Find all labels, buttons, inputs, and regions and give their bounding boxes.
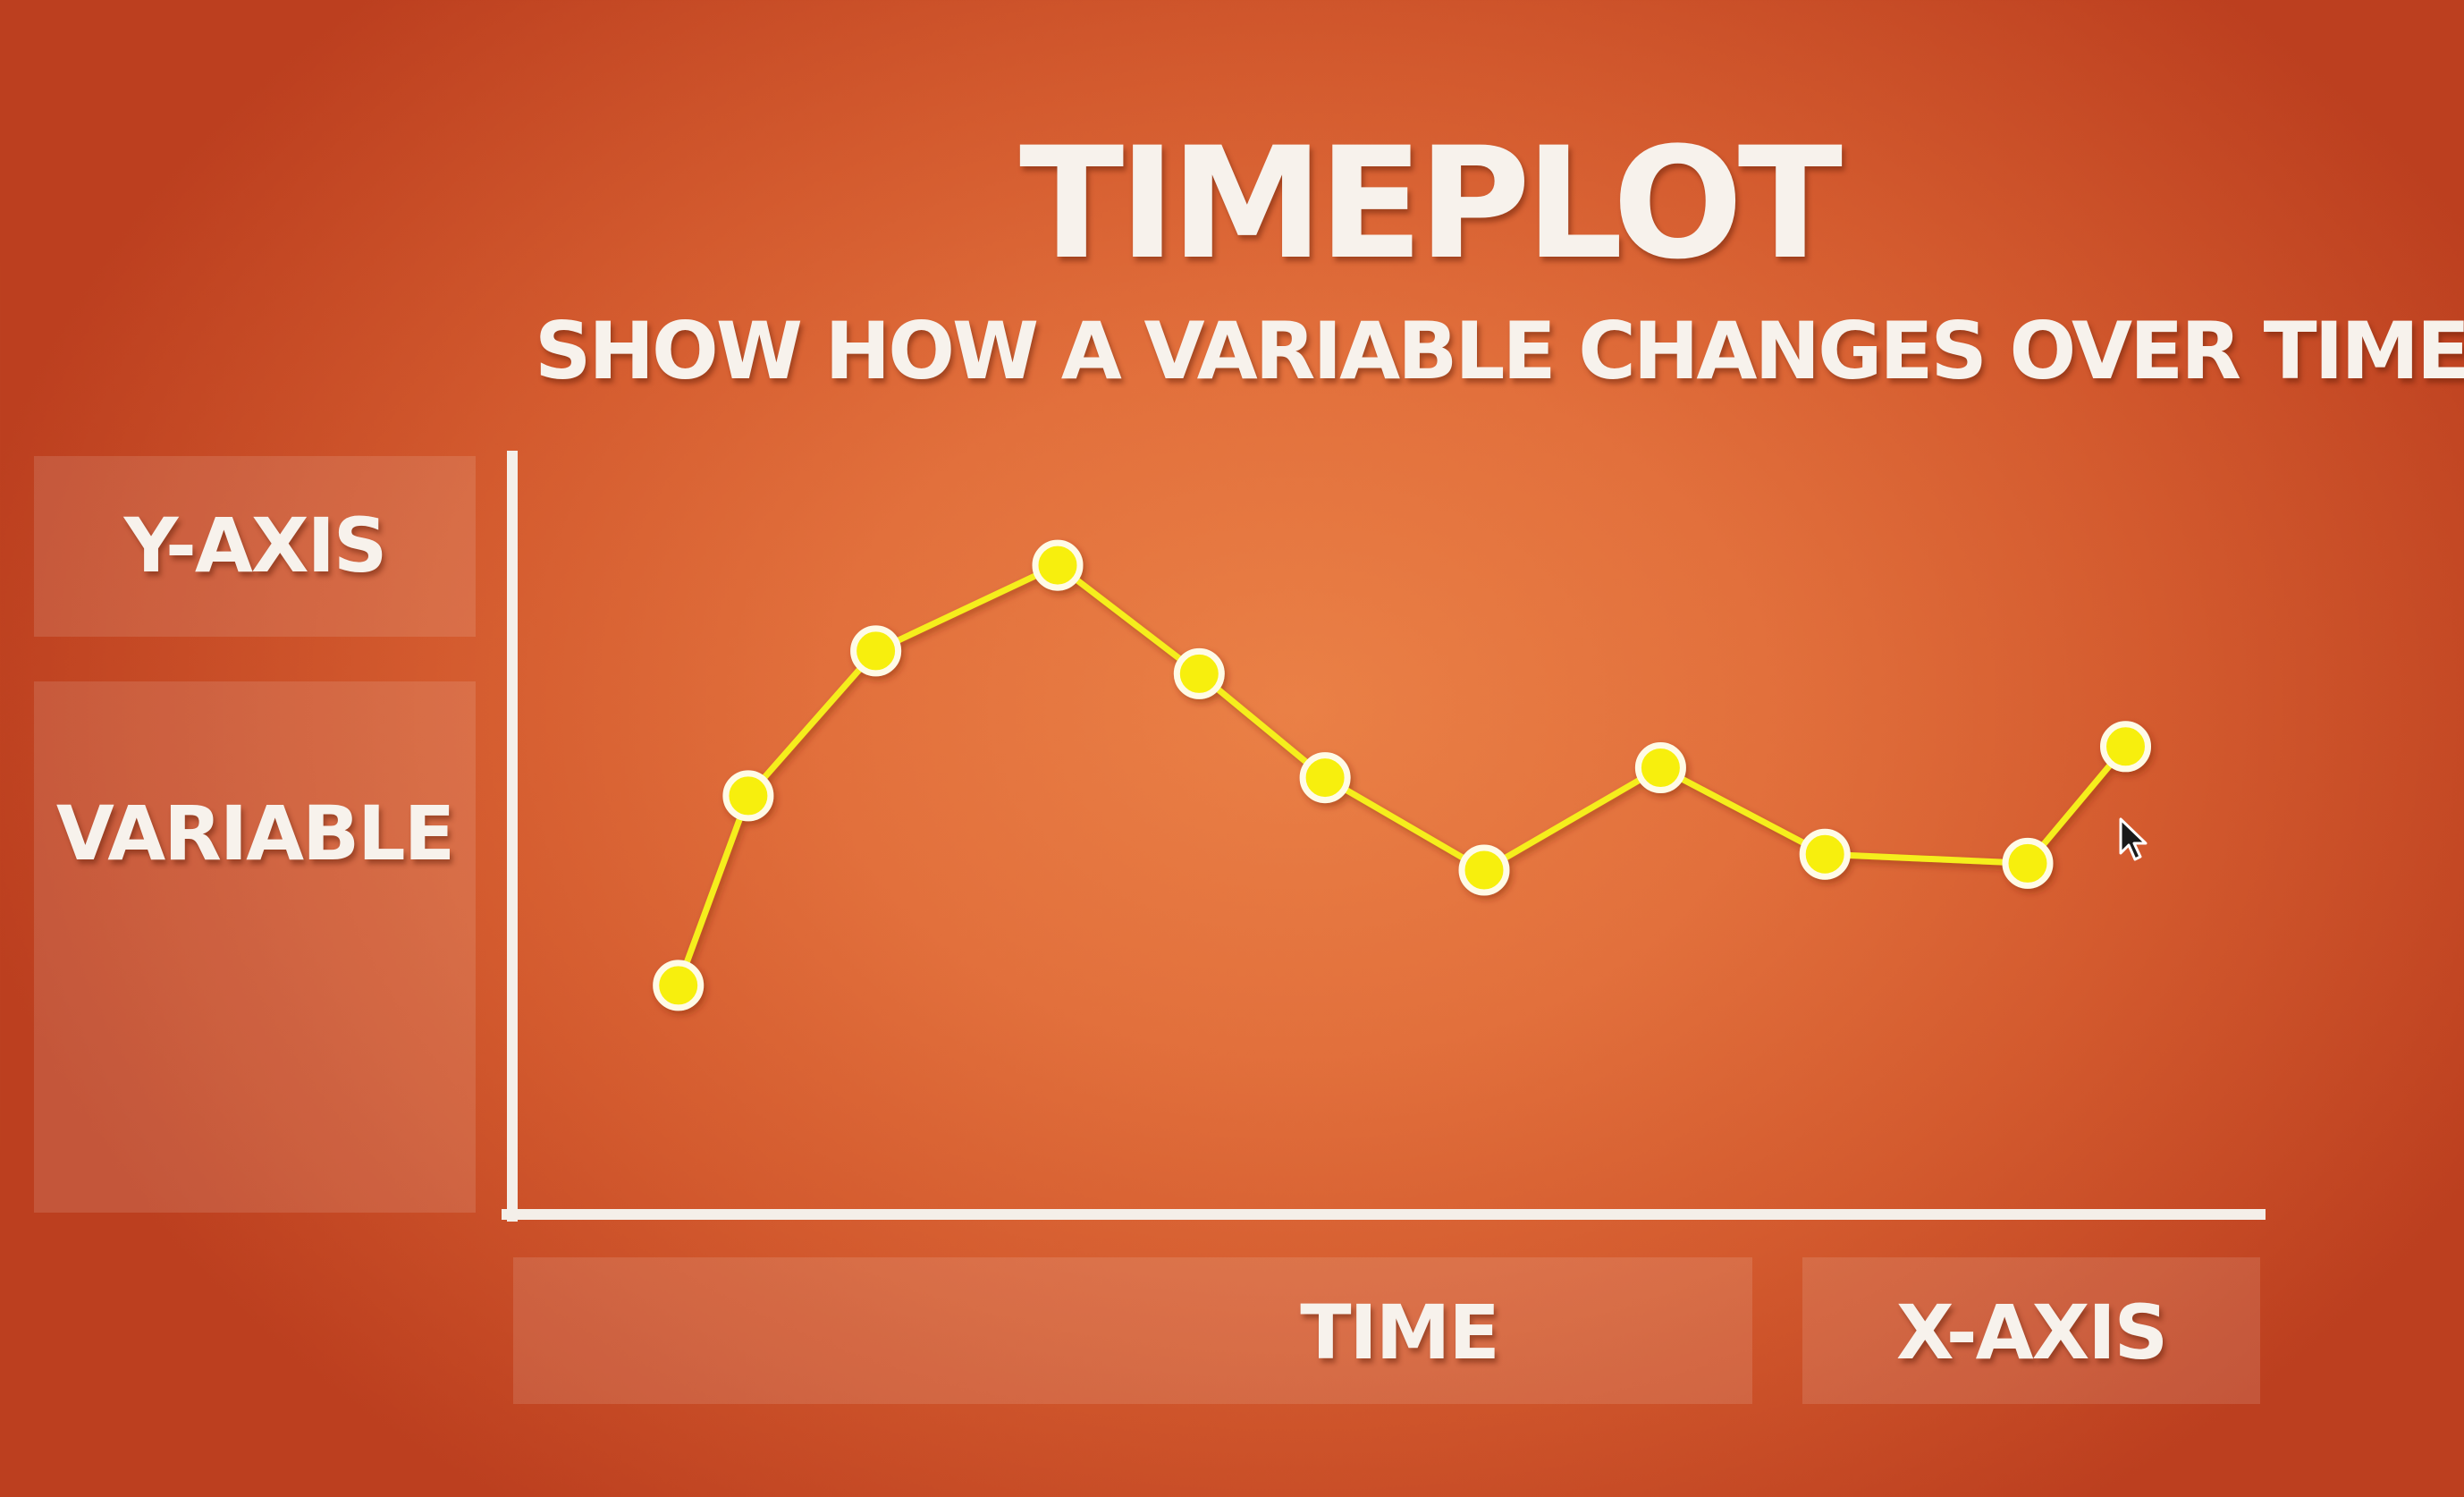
data-point [653,960,705,1011]
data-point [2100,721,2151,773]
x-axis-label: X-AXIS [1895,1289,2168,1376]
variable-label-panel [34,681,476,1213]
series-line [675,562,2129,987]
data-point [1032,539,1084,591]
data-point [1458,844,1510,896]
y-axis-label: Y-AXIS [123,502,388,589]
time-label-panel [513,1257,1752,1404]
chart-subtitle: SHOW HOW A VARIABLE CHANGES OVER TIME [535,305,2464,397]
data-point [1634,742,1686,793]
chart-title: TIMEPLOT [1019,114,1843,293]
y-axis-title: VARIABLE [55,790,455,877]
data-point [1799,828,1851,880]
data-point [1299,752,1351,804]
x-axis-label-panel [1802,1257,2260,1404]
y-axis-label-panel [34,456,476,637]
data-point [850,625,902,677]
data-point [2002,837,2054,889]
data-point [1173,647,1225,699]
x-axis-title: TIME [1300,1289,1500,1376]
mouse-cursor-icon [2119,817,2148,861]
data-point [722,770,774,822]
